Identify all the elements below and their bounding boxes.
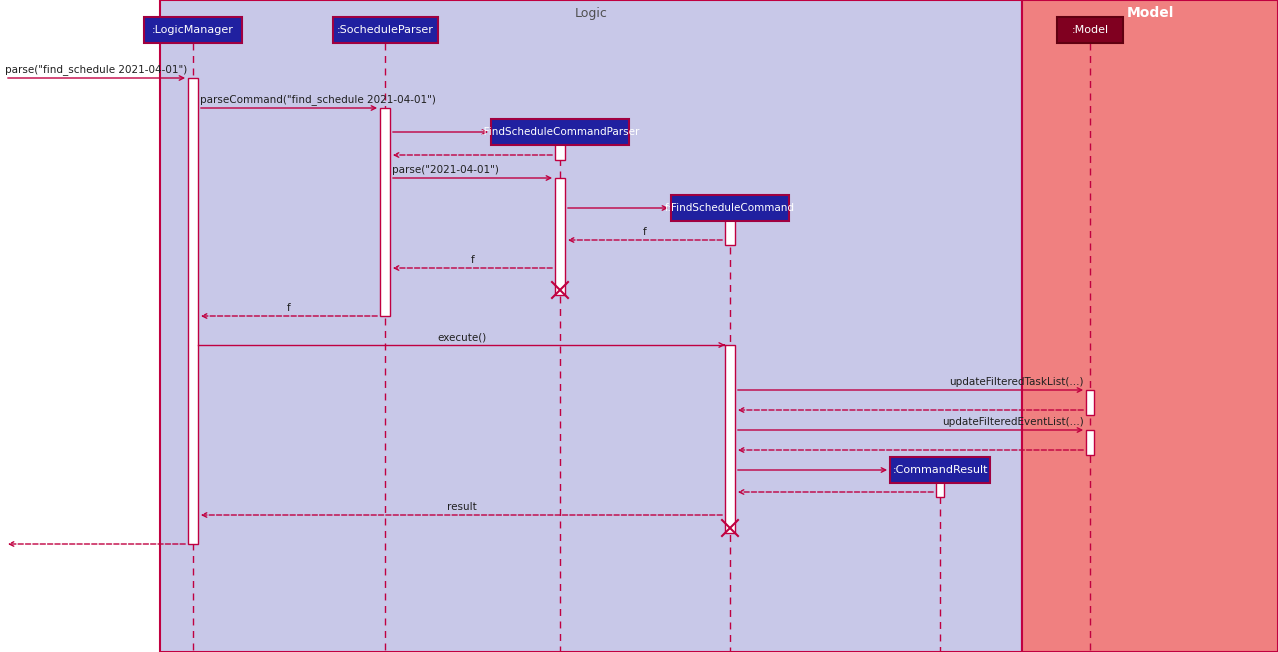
Text: :LogicManager: :LogicManager: [152, 25, 234, 35]
Text: f: f: [470, 255, 474, 265]
Text: parse("2021-04-01"): parse("2021-04-01"): [392, 165, 498, 175]
Text: execute(): execute(): [437, 332, 486, 342]
Bar: [725, 208, 735, 245]
Bar: [160, 0, 1022, 652]
Text: f: f: [643, 227, 647, 237]
Bar: [889, 457, 990, 483]
Bar: [671, 195, 789, 221]
Text: Model: Model: [1126, 6, 1173, 20]
Text: updateFilteredTaskList(...): updateFilteredTaskList(...): [950, 377, 1084, 387]
Text: :Model: :Model: [1071, 25, 1108, 35]
Text: :SocheduleParser: :SocheduleParser: [336, 25, 433, 35]
Bar: [188, 78, 198, 544]
Text: f: f: [288, 303, 291, 313]
Bar: [555, 178, 565, 295]
Text: parseCommand("find_schedule 2021-04-01"): parseCommand("find_schedule 2021-04-01"): [199, 94, 436, 105]
Text: updateFilteredEventList(...): updateFilteredEventList(...): [942, 417, 1084, 427]
Bar: [935, 470, 944, 497]
Text: :FindScheduleCommandParser: :FindScheduleCommandParser: [481, 127, 640, 137]
Text: parse("find_schedule 2021-04-01"): parse("find_schedule 2021-04-01"): [5, 64, 188, 75]
Text: :CommandResult: :CommandResult: [892, 465, 988, 475]
Bar: [1022, 0, 1278, 652]
Text: result: result: [446, 502, 477, 512]
Bar: [491, 119, 629, 145]
Bar: [1086, 390, 1094, 415]
Bar: [1057, 17, 1123, 43]
Text: Logic: Logic: [575, 7, 607, 20]
Bar: [332, 17, 437, 43]
Bar: [380, 108, 390, 316]
Bar: [1086, 430, 1094, 455]
Bar: [725, 345, 735, 533]
Bar: [144, 17, 242, 43]
Bar: [555, 132, 565, 160]
Text: f:FindScheduleCommand: f:FindScheduleCommand: [665, 203, 795, 213]
